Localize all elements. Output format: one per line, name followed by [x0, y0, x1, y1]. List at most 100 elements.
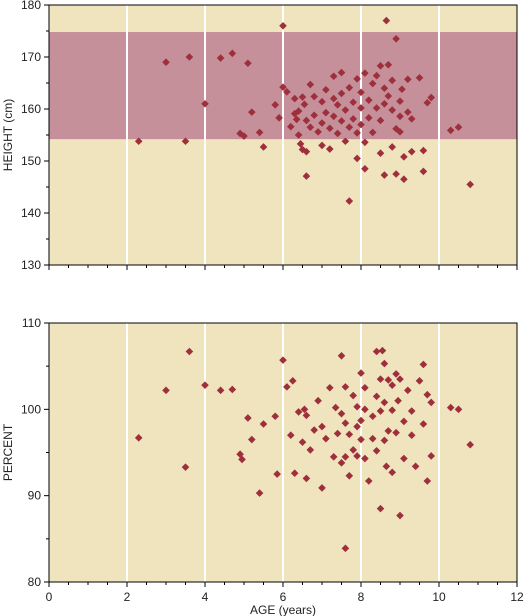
data-point — [273, 470, 281, 478]
data-point — [333, 101, 342, 109]
data-point — [357, 120, 365, 129]
data-point — [372, 71, 381, 80]
data-point — [372, 104, 381, 112]
data-point — [259, 143, 268, 151]
data-point — [376, 62, 385, 70]
data-point — [419, 167, 428, 176]
data-point — [341, 544, 350, 553]
data-point — [181, 137, 190, 146]
data-point — [341, 419, 350, 427]
data-point — [290, 94, 299, 103]
data-point — [287, 122, 295, 131]
data-point — [228, 385, 237, 394]
data-point — [337, 409, 346, 418]
data-point — [392, 428, 400, 437]
data-point — [361, 138, 369, 147]
data-point — [322, 108, 330, 117]
data-point — [329, 72, 338, 81]
data-point — [368, 434, 377, 443]
data-point — [341, 137, 350, 146]
data-point — [279, 22, 287, 30]
data-point — [376, 149, 385, 157]
data-point — [388, 76, 396, 85]
data-point — [283, 88, 291, 96]
data-point — [337, 117, 346, 125]
data-point — [306, 123, 315, 131]
data-point — [388, 381, 396, 389]
data-point — [271, 101, 279, 109]
chart-panel-2: 80 90 100 110 0 2 4 6 8 10 12 PERCENT AGE (years) — [1, 316, 524, 616]
data-point — [392, 170, 400, 178]
x-tick-label: 10 — [432, 590, 446, 604]
data-point — [255, 128, 264, 137]
data-point — [446, 126, 455, 135]
data-point — [361, 165, 369, 173]
data-point — [396, 112, 404, 121]
data-point — [466, 180, 474, 189]
data-point — [392, 35, 400, 43]
y-tick-label: 110 — [22, 316, 41, 330]
data-point — [134, 434, 143, 442]
data-point — [353, 129, 361, 137]
data-point — [357, 416, 365, 425]
data-point — [345, 197, 354, 205]
y-tick-label: 150 — [21, 154, 41, 168]
data-point — [318, 97, 326, 106]
data-point — [427, 93, 435, 102]
data-point — [407, 407, 416, 415]
y-tick-label: 140 — [21, 206, 41, 220]
data-point — [326, 145, 334, 153]
data-point — [392, 370, 400, 378]
data-point — [361, 383, 369, 392]
data-point — [388, 406, 396, 414]
x-tick-label: 2 — [124, 590, 131, 604]
data-point — [394, 396, 402, 405]
data-point — [400, 417, 408, 426]
data-point — [380, 84, 389, 92]
data-point — [302, 147, 311, 156]
data-point — [322, 434, 330, 443]
data-point — [361, 454, 369, 463]
data-point — [384, 92, 393, 100]
data-point — [310, 426, 318, 434]
data-point — [185, 347, 194, 356]
data-point — [292, 115, 301, 124]
data-point — [310, 111, 318, 120]
y-tick-label: 100 — [21, 402, 41, 416]
data-point — [318, 484, 326, 492]
y-tick-label: 90 — [28, 489, 42, 503]
data-point — [306, 446, 315, 454]
data-point — [331, 403, 340, 412]
data-point — [353, 422, 361, 431]
y-tick-label: 160 — [21, 102, 41, 116]
y-tick-label: 80 — [28, 575, 42, 589]
data-point — [216, 386, 225, 395]
data-point — [318, 422, 326, 431]
data-point — [398, 85, 406, 94]
data-point — [376, 116, 385, 125]
data-point — [378, 346, 387, 355]
data-point — [349, 391, 357, 400]
data-point — [349, 98, 357, 107]
data-point — [329, 112, 338, 121]
data-point — [318, 119, 326, 127]
data-point — [365, 477, 373, 485]
data-point — [357, 104, 365, 112]
data-point — [376, 375, 385, 383]
data-point — [201, 100, 209, 108]
data-point — [396, 128, 404, 136]
data-point — [314, 128, 322, 136]
data-point — [300, 405, 309, 414]
data-point — [337, 68, 346, 77]
data-point — [454, 123, 463, 131]
data-point — [411, 462, 420, 471]
data-point — [240, 132, 248, 140]
data-point — [248, 108, 256, 116]
data-point — [333, 129, 342, 138]
data-point — [419, 360, 428, 369]
data-point — [333, 429, 342, 438]
data-point — [357, 435, 365, 444]
data-point — [349, 115, 357, 123]
data-point — [404, 108, 412, 116]
